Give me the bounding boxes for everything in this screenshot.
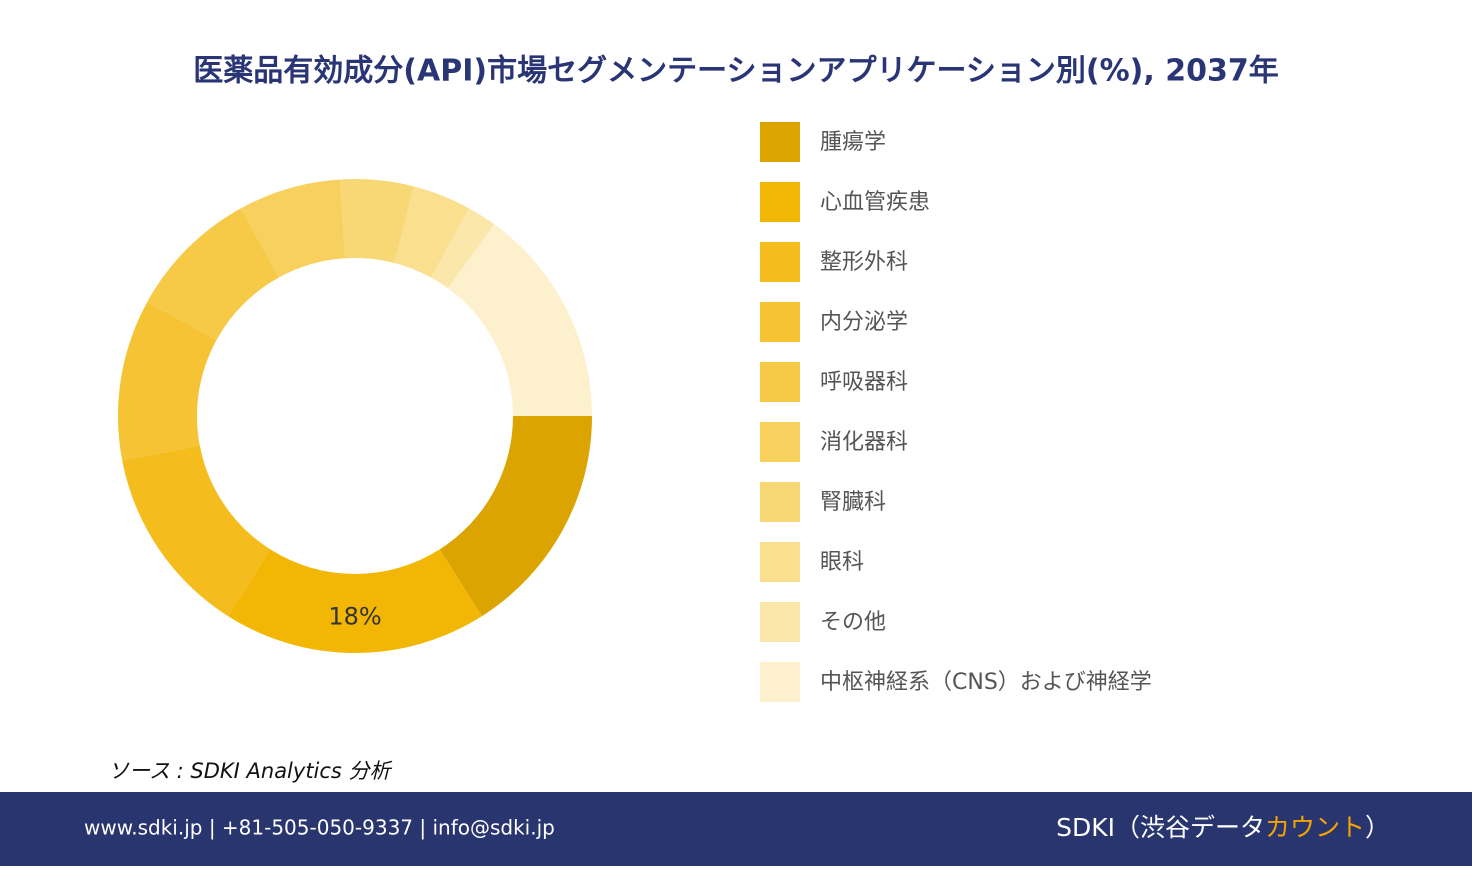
legend-swatch — [760, 542, 800, 582]
donut-slice — [147, 208, 279, 340]
legend-swatch — [760, 422, 800, 462]
legend-swatch — [760, 182, 800, 222]
footer-contact: www.sdki.jp | +81-505-050-9337 | info@sd… — [84, 816, 555, 840]
donut-slice — [394, 186, 470, 278]
legend-swatch — [760, 662, 800, 702]
footer-bar — [0, 792, 1472, 866]
data-label: 18% — [328, 603, 381, 631]
brand-accent: カウント — [1265, 813, 1365, 842]
legend-label: 中枢神経系（CNS）および神経学 — [820, 670, 1152, 695]
legend: 腫瘍学心血管疾患整形外科内分泌学呼吸器科消化器科腎臓科眼科その他中枢神経系（CN… — [760, 122, 1152, 702]
donut-slice — [447, 224, 592, 416]
legend-swatch — [760, 482, 800, 522]
footer-brand: SDKI（渋谷データカウント） — [1056, 813, 1390, 842]
chart-title: 医薬品有効成分(API)市場セグメンテーションアプリケーション別(%), 203… — [193, 54, 1278, 89]
donut-slice — [228, 549, 482, 653]
legend-label: その他 — [820, 610, 886, 635]
source: ソース : SDKI Analytics 分析 — [108, 759, 393, 783]
legend-swatch — [760, 122, 800, 162]
donut: 18% — [117, 179, 592, 653]
donut-slice — [431, 208, 495, 289]
brand-end: ） — [1365, 813, 1390, 842]
legend-label: 整形外科 — [820, 250, 908, 275]
legend-label: 呼吸器科 — [820, 370, 908, 395]
donut-slice — [122, 445, 271, 617]
legend-label: 心血管疾患 — [820, 190, 930, 215]
legend-label: 内分泌学 — [820, 310, 908, 335]
donut-slice — [439, 416, 592, 617]
donut-slice — [240, 179, 346, 278]
legend-label: 腫瘍学 — [820, 130, 886, 155]
donut-slice — [340, 179, 414, 263]
legend-label: 腎臓科 — [820, 490, 886, 515]
legend-swatch — [760, 362, 800, 402]
legend-swatch — [760, 302, 800, 342]
brand: SDKI（渋谷データ — [1056, 813, 1265, 842]
legend-swatch — [760, 242, 800, 282]
legend-label: 消化器科 — [820, 430, 908, 455]
legend-swatch — [760, 602, 800, 642]
legend-label: 眼科 — [820, 550, 864, 575]
donut-slice — [117, 301, 217, 461]
